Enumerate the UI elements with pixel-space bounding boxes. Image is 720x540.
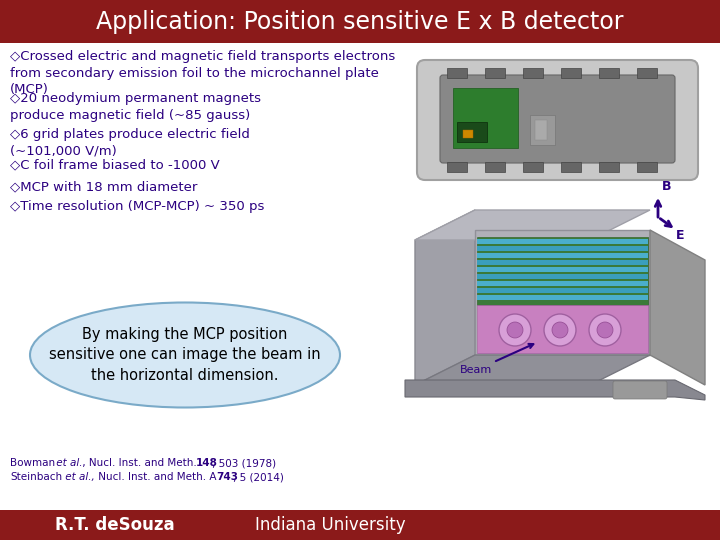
Bar	[523, 162, 543, 172]
Circle shape	[597, 322, 613, 338]
Polygon shape	[405, 380, 705, 400]
Bar	[561, 68, 581, 78]
Text: Bowman: Bowman	[10, 458, 55, 468]
Bar	[535, 120, 547, 140]
Polygon shape	[477, 246, 648, 251]
Polygon shape	[477, 295, 648, 300]
Bar	[530, 115, 555, 145]
Bar	[523, 68, 543, 78]
Bar	[561, 162, 581, 172]
FancyBboxPatch shape	[440, 75, 675, 163]
Text: ◇C foil frame biased to -1000 V: ◇C foil frame biased to -1000 V	[10, 158, 220, 171]
FancyBboxPatch shape	[613, 381, 667, 399]
Circle shape	[552, 322, 568, 338]
Bar	[463, 130, 473, 138]
Circle shape	[544, 314, 576, 346]
Polygon shape	[415, 210, 650, 240]
Text: ◇20 neodymium permanent magnets
produce magnetic field (~85 gauss): ◇20 neodymium permanent magnets produce …	[10, 92, 261, 122]
Polygon shape	[477, 288, 648, 293]
FancyBboxPatch shape	[390, 190, 700, 415]
Bar	[485, 162, 505, 172]
Ellipse shape	[30, 302, 340, 408]
Polygon shape	[650, 230, 705, 385]
Polygon shape	[477, 237, 648, 305]
Polygon shape	[477, 305, 648, 353]
Text: et al.,: et al.,	[62, 472, 95, 482]
FancyBboxPatch shape	[0, 0, 720, 43]
Text: By making the MCP position
sensitive one can image the beam in
the horizontal di: By making the MCP position sensitive one…	[49, 327, 321, 383]
Text: 148: 148	[196, 458, 218, 468]
Text: , Nucl. Inst. and Meth.: , Nucl. Inst. and Meth.	[79, 458, 200, 468]
Text: Indiana University: Indiana University	[255, 516, 405, 534]
Polygon shape	[415, 210, 475, 385]
Text: Application: Position sensitive E x B detector: Application: Position sensitive E x B de…	[96, 10, 624, 33]
Bar	[447, 162, 467, 172]
Text: Beam: Beam	[460, 344, 534, 375]
Polygon shape	[475, 230, 650, 355]
Bar	[599, 68, 619, 78]
Text: Nucl. Inst. and Meth. A: Nucl. Inst. and Meth. A	[95, 472, 220, 482]
FancyBboxPatch shape	[0, 510, 720, 540]
Bar	[637, 162, 657, 172]
FancyBboxPatch shape	[415, 60, 700, 180]
Bar	[637, 68, 657, 78]
Polygon shape	[477, 260, 648, 265]
Bar	[599, 162, 619, 172]
Text: Steinbach: Steinbach	[10, 472, 62, 482]
Polygon shape	[477, 274, 648, 279]
Text: , 503 (1978): , 503 (1978)	[212, 458, 276, 468]
Circle shape	[589, 314, 621, 346]
Text: , 5 (2014): , 5 (2014)	[233, 472, 284, 482]
Text: B: B	[662, 180, 672, 193]
Polygon shape	[477, 267, 648, 272]
Bar	[485, 68, 505, 78]
Circle shape	[499, 314, 531, 346]
Text: et al.: et al.	[53, 458, 83, 468]
Text: ◇Crossed electric and magnetic field transports electrons
from secondary emissio: ◇Crossed electric and magnetic field tra…	[10, 50, 395, 96]
Polygon shape	[477, 239, 648, 244]
Text: R.T. deSouza: R.T. deSouza	[55, 516, 175, 534]
Circle shape	[507, 322, 523, 338]
Text: 743: 743	[216, 472, 238, 482]
Polygon shape	[477, 253, 648, 258]
FancyBboxPatch shape	[453, 88, 518, 148]
Polygon shape	[477, 237, 648, 353]
Polygon shape	[477, 281, 648, 286]
Polygon shape	[415, 355, 650, 385]
Bar	[457, 122, 487, 142]
Text: ◇6 grid plates produce electric field
(~101,000 V/m): ◇6 grid plates produce electric field (~…	[10, 128, 250, 158]
FancyBboxPatch shape	[417, 60, 698, 180]
Text: ◇Time resolution (MCP-MCP) ~ 350 ps: ◇Time resolution (MCP-MCP) ~ 350 ps	[10, 200, 264, 213]
Bar	[447, 68, 467, 78]
Text: E: E	[676, 229, 685, 242]
Text: ◇MCP with 18 mm diameter: ◇MCP with 18 mm diameter	[10, 180, 197, 193]
